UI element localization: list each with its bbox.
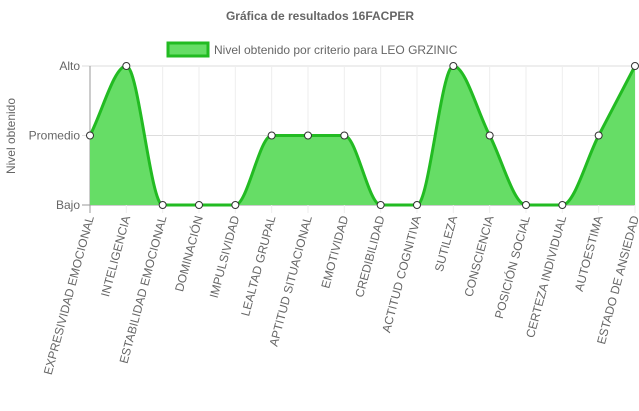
x-tick-label: EMOTIVIDAD — [318, 214, 351, 290]
data-point[interactable] — [558, 201, 567, 209]
x-tick-label: POSICIÓN SOCIAL — [491, 214, 533, 321]
legend[interactable]: Nivel obtenido por criterio para LEO GRZ… — [166, 41, 458, 58]
data-point[interactable] — [158, 201, 167, 209]
y-tick-label: Bajo — [56, 198, 80, 212]
data-point[interactable] — [413, 201, 421, 209]
x-tick-label: ACTITUD COGNITIVA — [379, 214, 424, 334]
x-tick-label: EXPRESIVIDAD EMOCIONAL — [41, 214, 97, 376]
data-point[interactable] — [594, 131, 603, 140]
y-ticks: Bajo Promedio Alto — [29, 59, 81, 212]
legend-swatch — [166, 41, 210, 58]
x-tick-label: CERTEZA INDIVIDUAL — [523, 214, 569, 339]
data-point[interactable] — [195, 201, 203, 209]
y-tick-label: Alto — [59, 59, 80, 73]
data-point[interactable] — [376, 201, 385, 209]
data-point[interactable] — [304, 131, 312, 140]
x-tick-label: IMPULSIVIDAD — [207, 214, 243, 300]
x-tick-label: AUTOESTIMA — [572, 214, 606, 293]
data-point[interactable] — [86, 131, 94, 140]
data-point[interactable] — [231, 201, 240, 209]
x-tick-label: CREDIBILIDAD — [352, 214, 387, 299]
y-tick-label: Promedio — [29, 129, 81, 143]
x-tick-label: SUTILEZA — [432, 214, 460, 273]
x-tick-label: DOMINACIÓN — [171, 214, 206, 293]
y-axis-label: Nivel obtenido — [4, 98, 18, 174]
x-tick-label: INTELIGENCIA — [98, 214, 133, 298]
data-point[interactable] — [340, 131, 349, 140]
chart-title: Gráfica de resultados 16FACPER — [226, 9, 414, 23]
data-point[interactable] — [522, 201, 530, 209]
data-point[interactable] — [449, 62, 458, 70]
x-ticks: EXPRESIVIDAD EMOCIONAL INTELIGENCIAESTABI… — [41, 214, 639, 377]
legend-label: Nivel obtenido por criterio para LEO GRZ… — [214, 43, 458, 57]
data-points — [86, 62, 639, 209]
data-point[interactable] — [631, 62, 639, 70]
data-point[interactable] — [485, 131, 494, 140]
x-tick-label: LEALTAD GRUPAL — [238, 214, 278, 318]
data-point[interactable] — [122, 62, 131, 70]
data-point[interactable] — [267, 131, 276, 140]
x-tick-label: CONSCIENCIA — [461, 214, 496, 298]
series-fill — [90, 66, 635, 205]
